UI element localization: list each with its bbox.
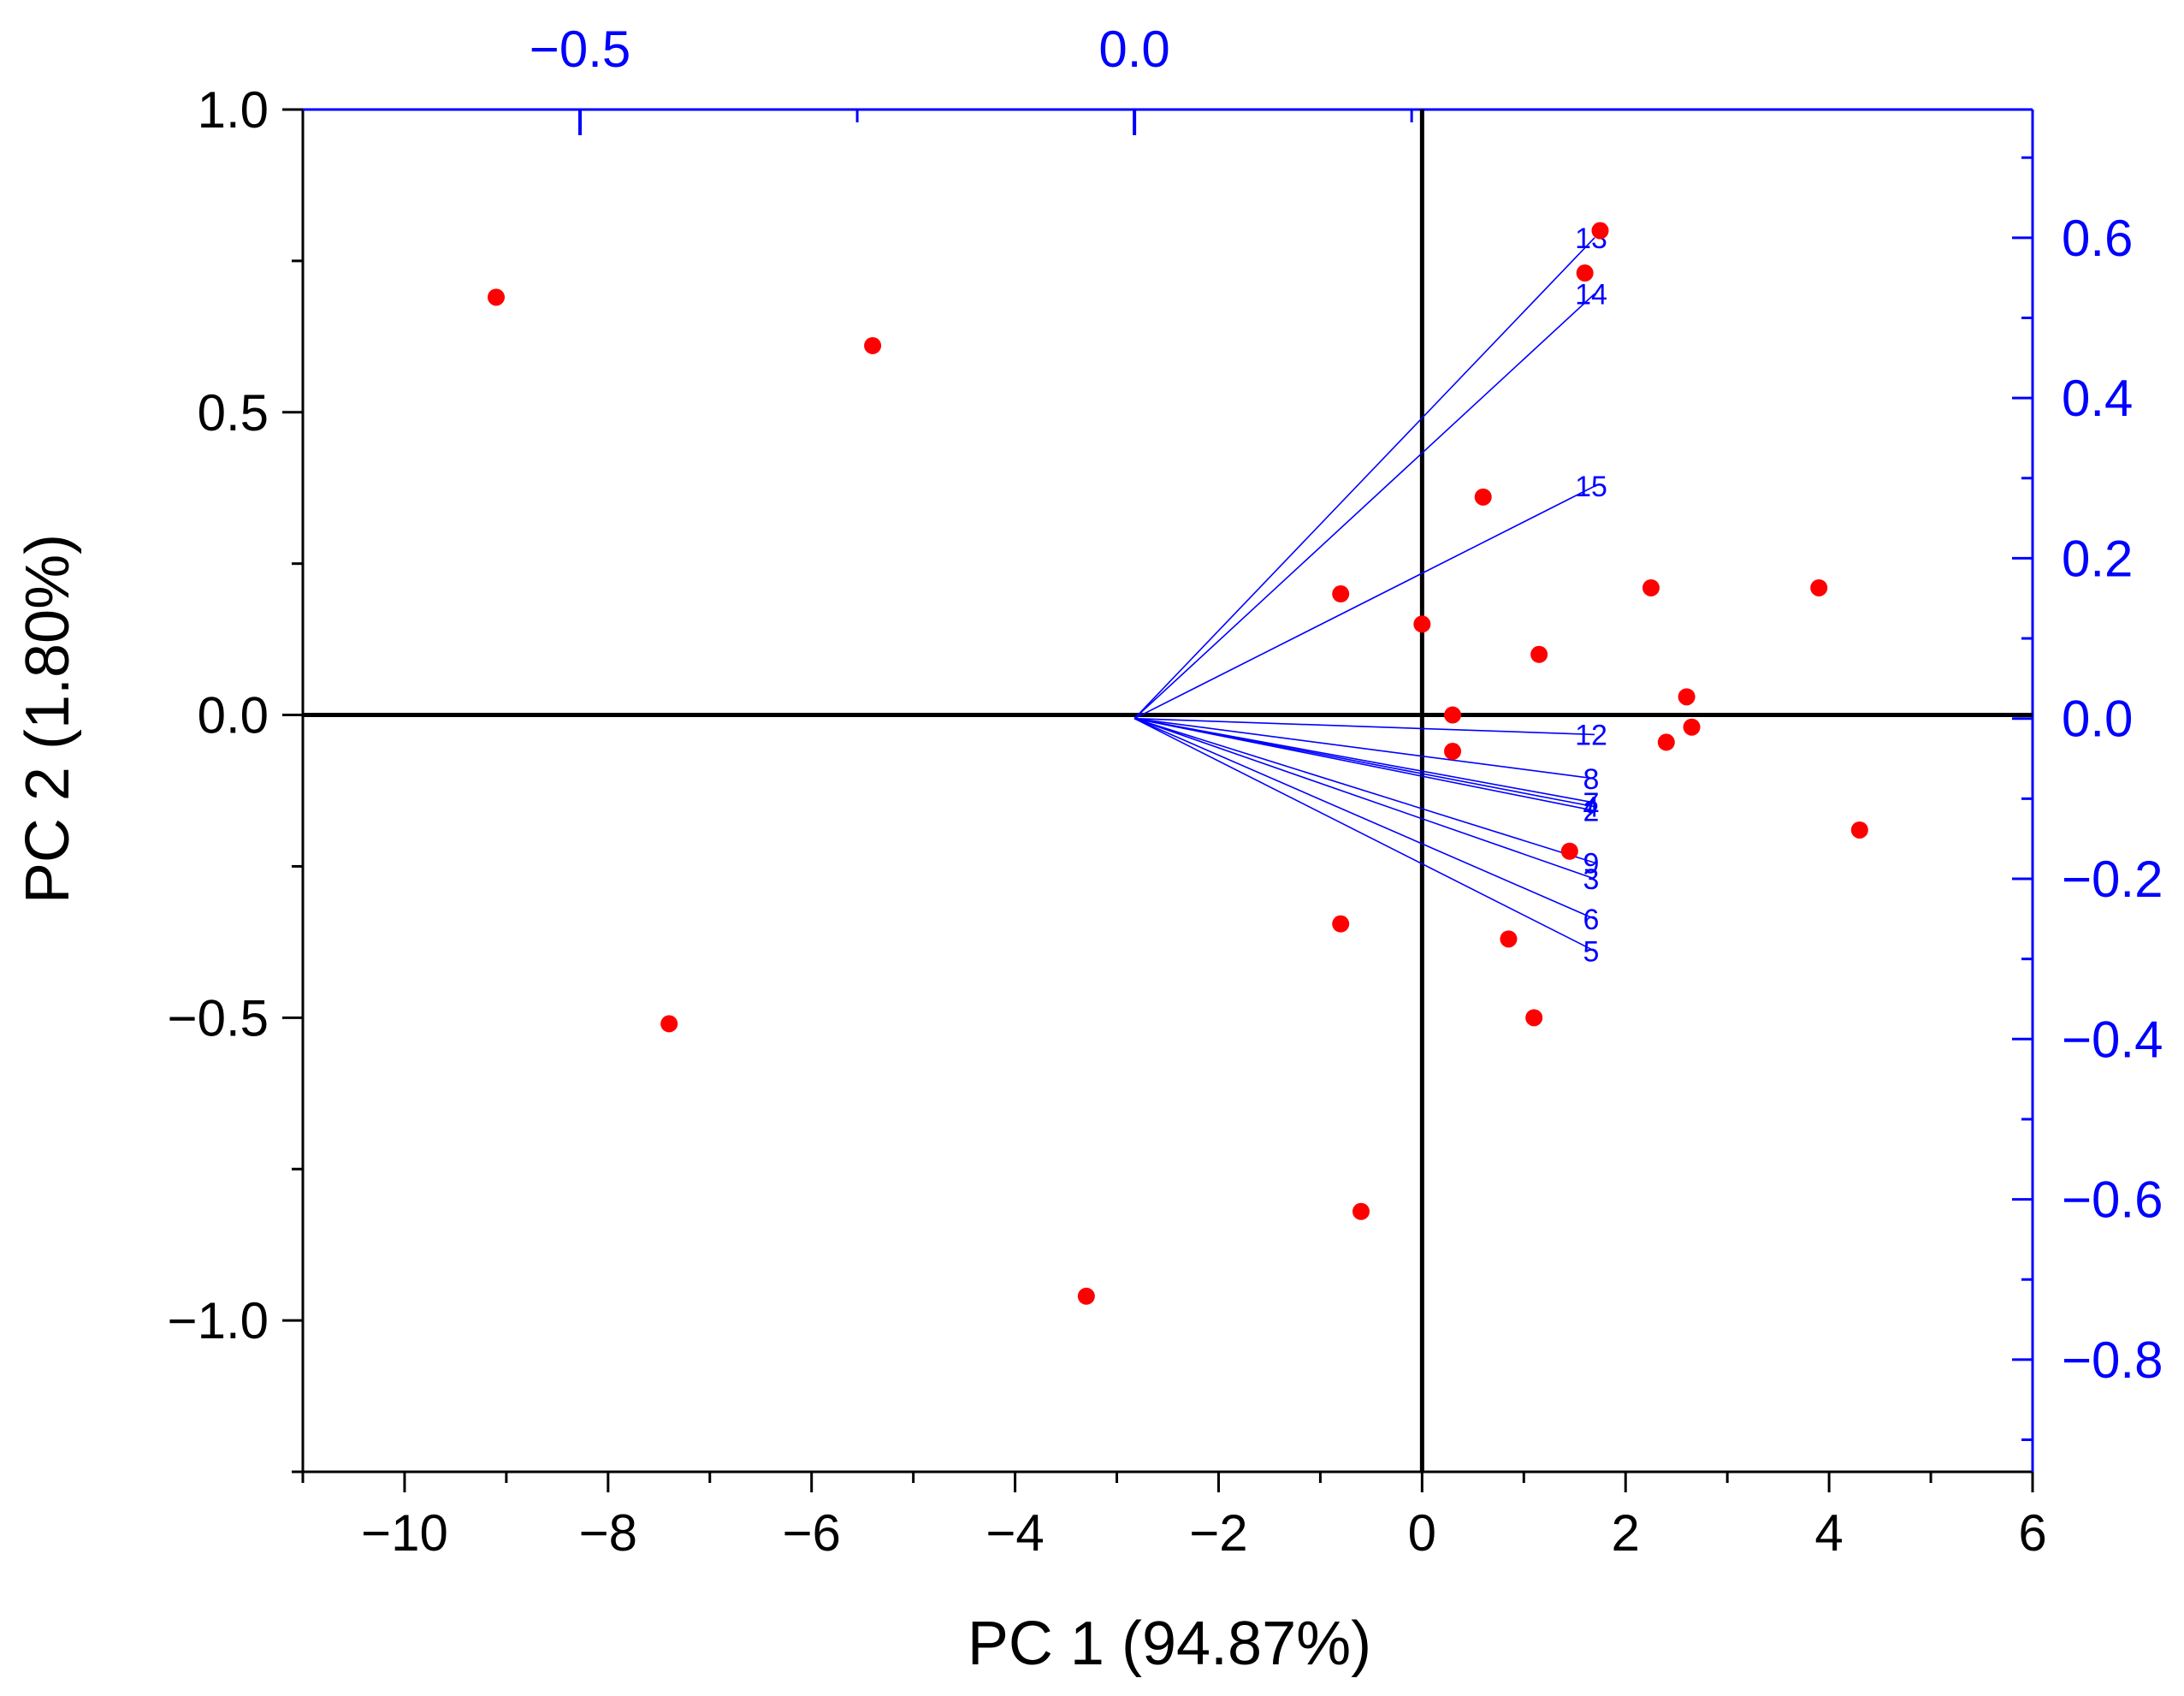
x-tick-label: 0 <box>1408 1504 1436 1562</box>
score-point <box>660 1015 678 1033</box>
score-point <box>1657 733 1675 751</box>
x-tick-label: 4 <box>1814 1504 1843 1562</box>
loading-vector-14 <box>1133 293 1595 720</box>
score-point <box>1591 222 1609 240</box>
score-point <box>1332 915 1350 933</box>
score-point <box>1077 1287 1095 1305</box>
loading-label-9: 9 <box>1583 847 1600 880</box>
loading-label-6: 6 <box>1583 904 1600 936</box>
right-tick-label: 0.0 <box>2062 691 2133 748</box>
x-tick-label: −4 <box>985 1504 1044 1562</box>
loading-label-2: 2 <box>1583 795 1600 827</box>
loading-label-3: 3 <box>1583 863 1600 896</box>
loading-vector-5 <box>1133 718 1595 952</box>
right-tick-label: −0.6 <box>2062 1171 2163 1229</box>
score-point <box>1642 578 1660 596</box>
x-tick-label: −2 <box>1189 1504 1247 1562</box>
right-tick-label: −0.4 <box>2062 1011 2163 1068</box>
loading-label-8: 8 <box>1583 763 1600 796</box>
score-point <box>487 288 505 306</box>
right-tick-label: −0.8 <box>2062 1331 2163 1389</box>
score-point <box>1810 578 1828 596</box>
y-tick-label: 0.0 <box>198 687 269 744</box>
right-tick-label: 0.6 <box>2062 210 2133 267</box>
loading-label-7: 7 <box>1583 787 1600 820</box>
score-point <box>1530 645 1548 663</box>
loading-vector-15 <box>1133 485 1595 720</box>
y-tick-label: −0.5 <box>168 989 269 1047</box>
x-tick-label: 6 <box>2018 1504 2046 1562</box>
score-point <box>1474 488 1492 506</box>
y-tick-label: 1.0 <box>198 81 269 139</box>
x-axis-title: PC 1 (94.87%) <box>968 1610 1371 1678</box>
top-tick-label: 0.0 <box>1098 21 1169 78</box>
score-point <box>1444 706 1462 724</box>
right-tick-label: 0.4 <box>2062 370 2133 427</box>
loading-vector-9 <box>1133 717 1595 864</box>
loading-label-12: 12 <box>1575 719 1607 751</box>
loading-label-5: 5 <box>1583 935 1600 968</box>
x-tick-label: 2 <box>1612 1504 1640 1562</box>
score-point <box>1683 718 1701 736</box>
x-tick-label: −10 <box>361 1504 448 1562</box>
score-point <box>1332 585 1350 603</box>
loading-vector-8 <box>1134 717 1595 780</box>
score-point <box>1560 842 1578 860</box>
loading-vector-2 <box>1133 717 1595 812</box>
y-axis-title: PC 2 (1.80%) <box>14 534 82 904</box>
score-point <box>1444 743 1462 761</box>
score-point <box>1850 821 1868 839</box>
loading-label-4: 4 <box>1583 792 1600 824</box>
score-point <box>1576 264 1594 282</box>
scores-layer <box>487 222 1868 1305</box>
top-tick-label: −0.5 <box>530 21 630 78</box>
score-point <box>1500 930 1518 948</box>
y-tick-label: 0.5 <box>198 384 269 442</box>
loading-vector-13 <box>1133 237 1595 720</box>
x-tick-label: −6 <box>782 1504 840 1562</box>
loading-label-14: 14 <box>1575 278 1607 311</box>
score-point <box>1413 615 1431 633</box>
loading-label-15: 15 <box>1575 471 1607 503</box>
score-point <box>1678 688 1696 706</box>
score-point <box>1525 1009 1543 1027</box>
x-tick-label: −8 <box>579 1504 637 1562</box>
loading-vector-6 <box>1133 717 1595 920</box>
right-tick-label: 0.2 <box>2062 530 2133 587</box>
score-point <box>864 336 882 354</box>
loading-vector-12 <box>1134 717 1595 736</box>
axes-layer: −10 −8 −6 −4 −2 0 2 4 6−1.0−0.50.00.51.0−0.5 0.0−… <box>168 21 2163 1562</box>
score-point <box>1352 1202 1370 1220</box>
right-tick-label: −0.2 <box>2062 851 2163 908</box>
loading-vector-3 <box>1133 717 1595 880</box>
y-tick-label: −1.0 <box>168 1292 269 1349</box>
